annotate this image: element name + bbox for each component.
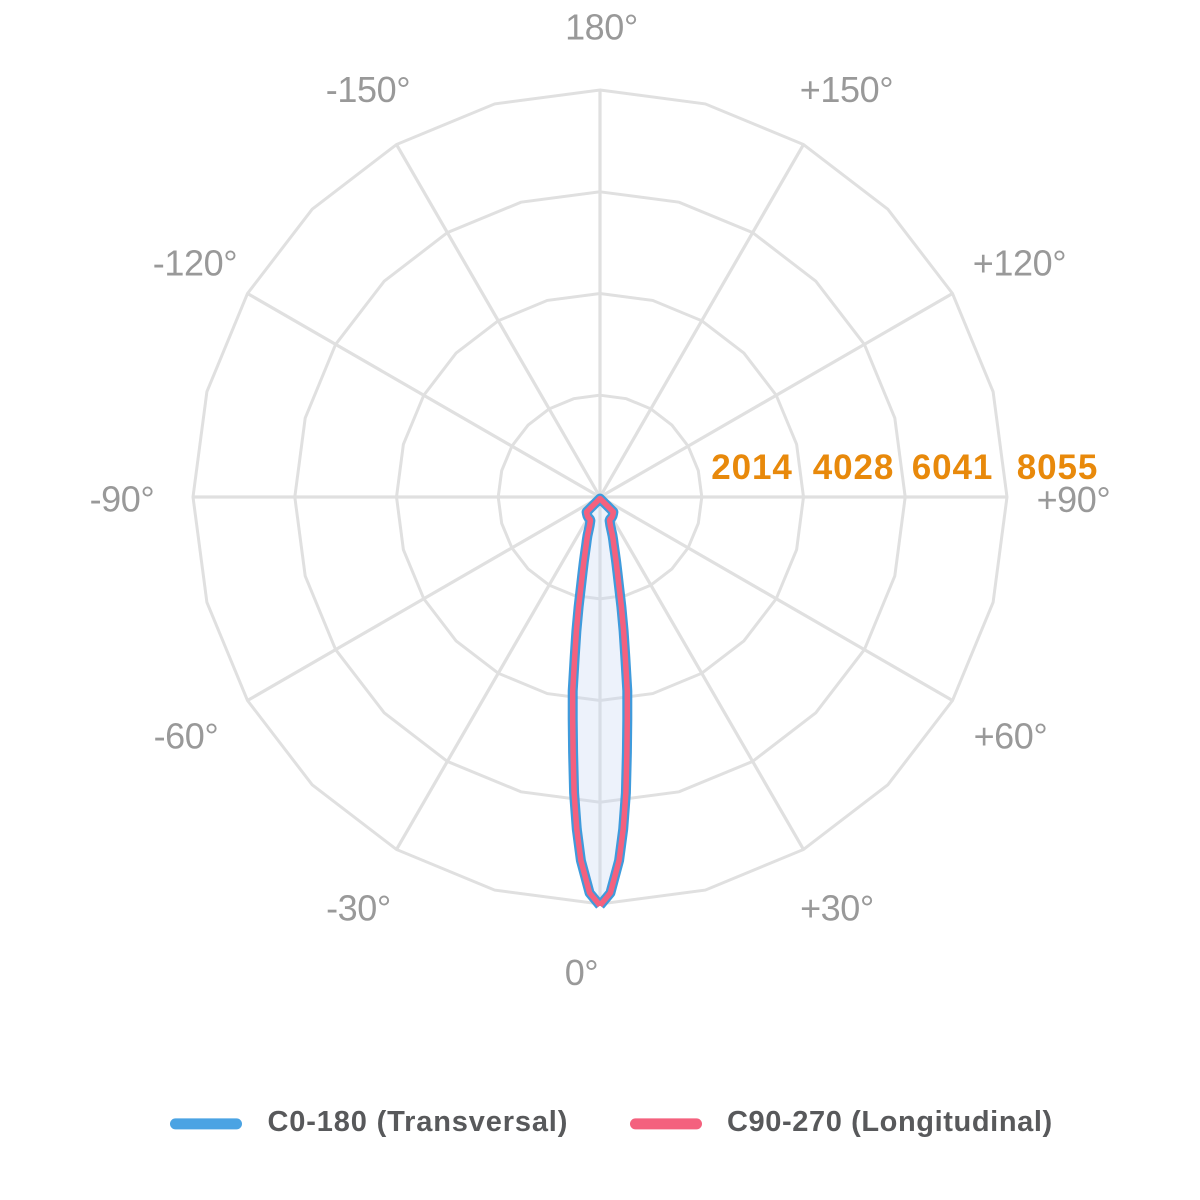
svg-text:+60°: +60°: [974, 716, 1048, 757]
svg-text:0°: 0°: [565, 952, 599, 993]
svg-text:4028: 4028: [813, 448, 894, 487]
svg-text:-150°: -150°: [326, 69, 410, 110]
svg-text:+120°: +120°: [973, 243, 1067, 284]
svg-text:6041: 6041: [912, 448, 993, 487]
svg-text:-30°: -30°: [326, 888, 391, 929]
svg-text:-60°: -60°: [154, 716, 219, 757]
svg-text:+150°: +150°: [800, 69, 894, 110]
svg-text:180°: 180°: [565, 6, 638, 47]
svg-text:+30°: +30°: [800, 888, 874, 929]
svg-text:2014: 2014: [711, 448, 792, 487]
svg-text:-120°: -120°: [153, 243, 237, 284]
svg-text:-90°: -90°: [90, 479, 155, 520]
svg-text:C0-180 (Transversal): C0-180 (Transversal): [268, 1106, 569, 1138]
svg-text:C90-270 (Longitudinal): C90-270 (Longitudinal): [727, 1106, 1053, 1138]
svg-text:+90°: +90°: [1037, 479, 1111, 520]
svg-text:8055: 8055: [1017, 448, 1098, 487]
